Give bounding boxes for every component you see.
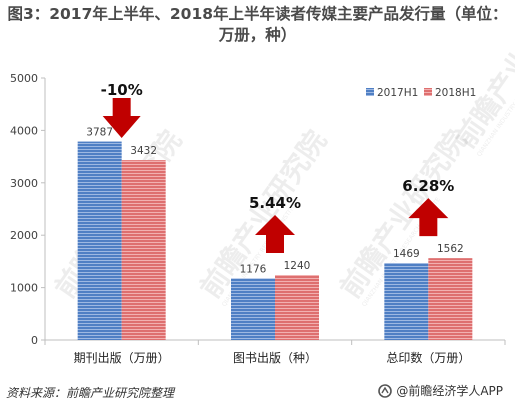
brand-credit: @前瞻经济学人APP <box>378 382 503 399</box>
chart-title: 图3：2017年上半年、2018年上半年读者传媒主要产品发行量（单位： 万册，种… <box>0 4 515 46</box>
arrow-down-icon <box>102 98 141 138</box>
annotation-label: 5.44% <box>249 194 301 212</box>
bar-2017H1 <box>77 141 122 340</box>
arrow-shape <box>408 198 449 237</box>
y-tick-label: 2000 <box>10 229 38 242</box>
bar-2017H1 <box>384 263 429 340</box>
arrow-up-icon <box>408 198 449 237</box>
bar-2018H1 <box>275 275 319 340</box>
bar-2018H1 <box>121 160 166 340</box>
watermark-text: 前瞻产业研究院 <box>449 0 515 154</box>
data-label: 1240 <box>284 260 311 272</box>
y-tick-label: 3000 <box>10 177 38 190</box>
legend-swatch <box>424 88 432 96</box>
qianzhan-logo-icon <box>378 383 393 398</box>
x-tick-label: 总印数（万册） <box>386 350 470 365</box>
y-tick-label: 5000 <box>10 72 38 85</box>
y-tick-label: 4000 <box>10 124 38 137</box>
data-label: 1176 <box>240 263 267 275</box>
source-note: 资料来源：前瞻产业研究院整理 <box>6 386 175 400</box>
arrow-up-icon <box>255 215 295 254</box>
data-label: 1562 <box>437 243 464 255</box>
chart-title-line1: 图3：2017年上半年、2018年上半年读者传媒主要产品发行量（单位： <box>7 5 508 23</box>
annotation-label: 6.28% <box>402 177 454 195</box>
x-tick-label: 图书出版（种） <box>233 351 317 365</box>
brand-credit-text: @前瞻经济学人APP <box>396 384 503 398</box>
legend-label: 2017H1 <box>377 87 418 99</box>
arrow-shape <box>102 98 141 138</box>
y-tick-label: 1000 <box>10 282 38 295</box>
data-label: 3787 <box>86 127 113 139</box>
x-tick-label: 期刊出版（万册） <box>74 351 170 365</box>
data-label: 1469 <box>393 248 420 260</box>
bar-2018H1 <box>428 258 473 340</box>
legend-swatch <box>366 88 374 96</box>
bar-2017H1 <box>231 278 275 340</box>
arrow-shape <box>255 215 295 254</box>
annotation-label: -10% <box>101 81 143 99</box>
data-label: 3432 <box>130 145 157 157</box>
chart-title-line2: 万册，种） <box>218 26 297 44</box>
legend-label: 2018H1 <box>435 87 476 99</box>
y-tick-label: 0 <box>31 334 38 347</box>
